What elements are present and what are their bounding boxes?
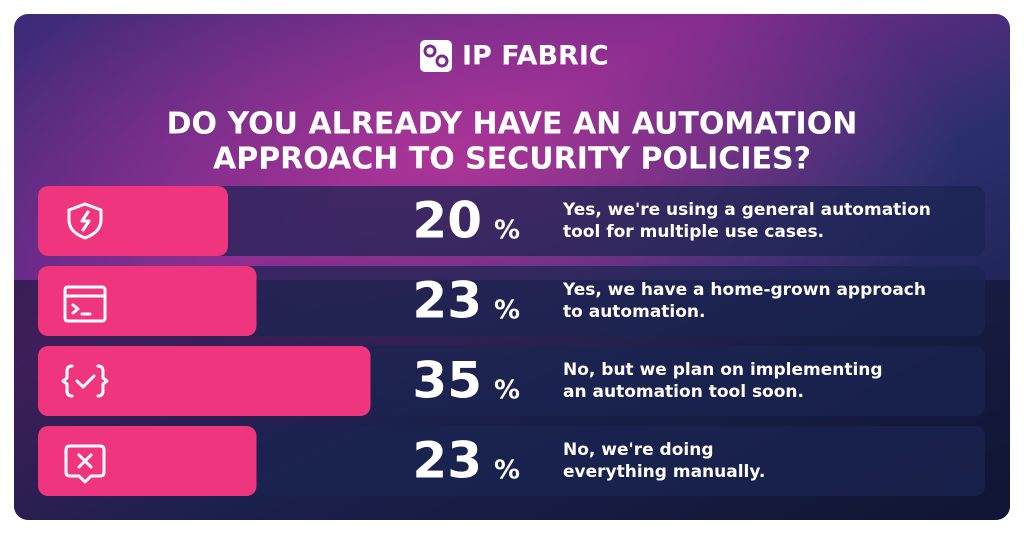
shield-icon <box>67 202 103 240</box>
value-label: 23 <box>412 432 482 490</box>
icons <box>61 202 109 484</box>
value-unit: % <box>494 456 520 486</box>
value-label: 20 <box>412 192 482 250</box>
bar <box>38 266 257 336</box>
category-label: Yes, we have a home-grown approach <box>562 280 926 300</box>
brand: IP FABRIC <box>462 41 609 72</box>
value-unit: % <box>494 296 520 326</box>
terminal-icon <box>63 285 107 323</box>
value-unit: % <box>494 376 520 406</box>
value-unit: % <box>494 216 520 246</box>
category-label: tool for multiple use cases. <box>563 222 824 242</box>
value-label: 23 <box>412 272 482 330</box>
category-label: Yes, we're using a general automation <box>562 200 931 220</box>
row-track <box>38 266 985 336</box>
chart-title: APPROACH TO SECURITY POLICIES? <box>213 142 811 177</box>
category-label: to automation. <box>563 302 705 322</box>
category-label: an automation tool soon. <box>563 382 804 402</box>
value-label: 35 <box>412 352 482 410</box>
bar <box>38 186 228 256</box>
row-track <box>38 186 985 256</box>
bar <box>38 346 371 416</box>
code-check-icon <box>61 364 109 398</box>
row-track <box>38 426 985 496</box>
category-label: everything manually. <box>563 462 765 482</box>
reject-icon <box>64 444 106 484</box>
logo: IP FABRIC <box>420 40 609 72</box>
category-label: No, but we plan on implementing <box>563 360 883 380</box>
chart-title: DO YOU ALREADY HAVE AN AUTOMATION <box>167 107 858 142</box>
category-label: No, we're doing <box>563 440 714 460</box>
bar <box>38 426 257 496</box>
